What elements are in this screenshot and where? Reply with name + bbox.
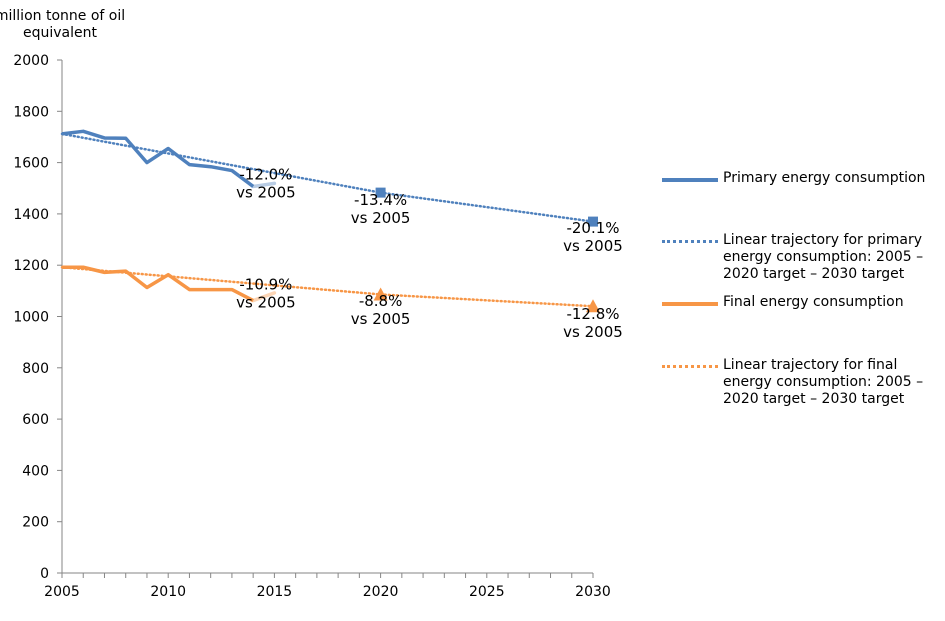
legend-label-primary-energy: Primary energy consumption: [723, 170, 926, 186]
annotation-3-reference: vs 2005: [236, 294, 296, 312]
legend-swatch-primary-energy: [662, 178, 718, 182]
series-2-estimate-line: [251, 291, 277, 303]
annotation-0-value: -12.0%: [239, 165, 292, 183]
y-tick-label: 1800: [13, 104, 49, 120]
y-tick-label: 400: [22, 463, 49, 479]
annotation-4-value: -8.8%: [359, 292, 403, 310]
series-3-marker: [373, 287, 388, 301]
y-tick-label: 2000: [13, 53, 49, 69]
y-tick-label: 200: [22, 515, 49, 531]
x-tick-label: 2030: [575, 584, 611, 600]
annotation-2-reference: vs 2005: [563, 237, 623, 255]
y-tick-label: 600: [22, 412, 49, 428]
y-axis-title: million tonne of oil equivalent: [0, 8, 125, 41]
x-tick-label: 2005: [44, 584, 80, 600]
series-1-marker: [375, 187, 386, 198]
y-tick-label: 0: [40, 566, 49, 582]
annotation-5-reference: vs 2005: [563, 323, 623, 341]
y-tick-label: 1000: [13, 310, 49, 326]
y-tick-label: 1400: [13, 207, 49, 223]
y-tick-label: 1600: [13, 156, 49, 172]
series-2-line: [62, 265, 254, 303]
series-layer: [60, 129, 600, 313]
series-0-line: [61, 129, 255, 188]
annotation-2-value: -20.1%: [566, 219, 619, 237]
series-3: [60, 266, 600, 313]
annotation-5-value: -12.8%: [566, 305, 619, 323]
legend-swatch-final-energy: [662, 302, 718, 306]
annotation-1-value: -13.4%: [354, 191, 407, 209]
x-tick-label: 2015: [257, 584, 293, 600]
series-3-marker: [586, 299, 600, 313]
series-1: [60, 132, 598, 227]
legend-label-primary-trajectory: Linear trajectory for primary energy con…: [723, 232, 924, 282]
x-tick-label: 2010: [150, 584, 186, 600]
y-axis-title-line-2: equivalent: [23, 25, 98, 41]
x-tick-label: 2020: [363, 584, 399, 600]
series-1-line: [60, 132, 595, 223]
annotation-3-value: -10.9%: [239, 276, 292, 294]
y-tick-label: 1200: [13, 258, 49, 274]
legend-label-final-energy: Final energy consumption: [723, 294, 904, 310]
axes: 0 200 400 600 800 1000 1200 1400 1600 1800 2000 200…: [13, 53, 610, 600]
series-0-estimate-line: [251, 181, 277, 189]
series-1-marker: [588, 216, 598, 227]
annotation-0-reference: vs 2005: [236, 183, 296, 201]
legend-swatch-final-trajectory: [662, 365, 718, 368]
series-0: [61, 129, 277, 189]
legend-label-final-trajectory: Linear trajectory for final energy consu…: [723, 357, 924, 407]
annotation-1-reference: vs 2005: [351, 209, 411, 227]
series-3-line: [60, 266, 595, 308]
y-axis-title-line-1: million tonne of oil: [0, 8, 125, 24]
x-tick-label: 2025: [469, 584, 505, 600]
y-tick-label: 800: [22, 361, 49, 377]
legend-swatch-primary-trajectory: [662, 240, 718, 243]
annotations: -12.0%vs 2005 -13.4%vs 2005-20.1%vs 2005-…: [236, 165, 623, 341]
annotation-4-reference: vs 2005: [351, 310, 411, 328]
